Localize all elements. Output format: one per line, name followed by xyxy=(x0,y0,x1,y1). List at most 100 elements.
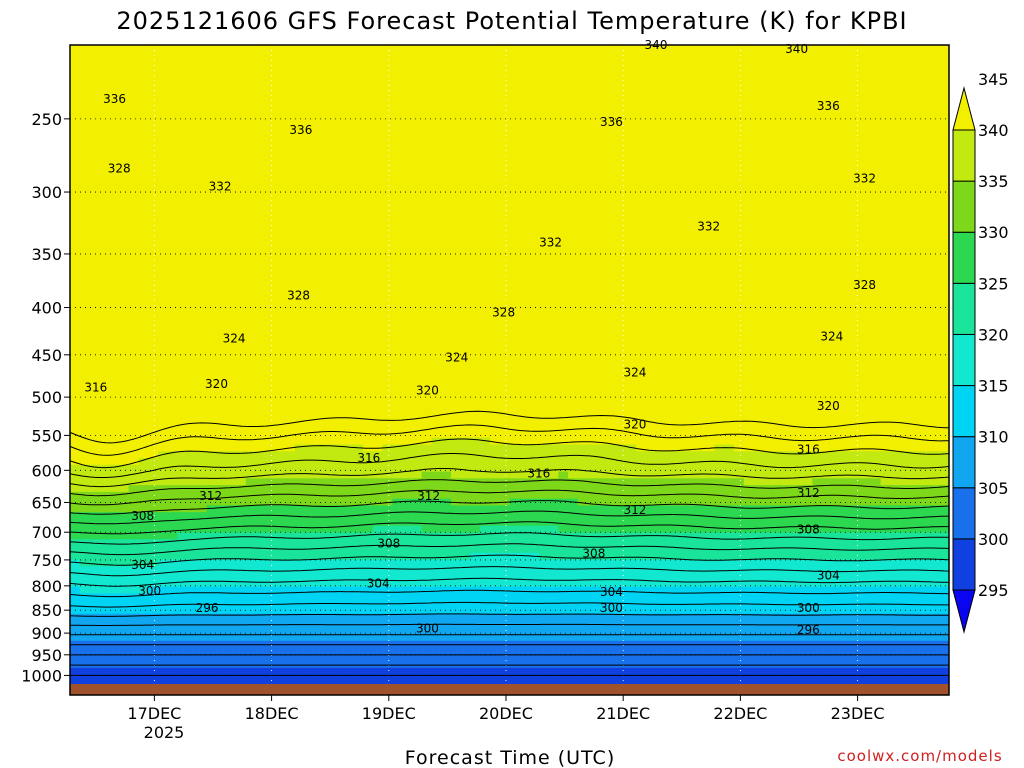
fill-cell xyxy=(529,315,540,324)
fill-cell xyxy=(558,370,569,378)
fill-cell xyxy=(548,92,559,100)
fill-cell xyxy=(636,329,647,337)
fill-cell xyxy=(509,85,520,93)
fill-cell xyxy=(939,221,949,229)
fill-cell xyxy=(118,187,130,195)
fill-cell xyxy=(118,119,130,127)
fill-cell xyxy=(157,309,169,317)
fill-cell xyxy=(675,248,686,256)
fill-cell xyxy=(333,207,345,215)
fill-cell xyxy=(704,268,716,276)
fill-cell xyxy=(157,207,169,215)
fill-cell xyxy=(372,363,384,371)
fill-cell xyxy=(275,342,286,351)
fill-cell xyxy=(294,261,305,270)
fill-cell xyxy=(226,193,237,202)
fill-cell xyxy=(187,166,198,175)
fill-cell xyxy=(626,336,638,344)
fill-cell xyxy=(656,329,667,337)
fill-cell xyxy=(392,58,403,66)
fill-cell xyxy=(695,302,706,310)
fill-cell xyxy=(675,207,686,215)
fill-cell xyxy=(529,207,540,215)
fill-cell xyxy=(402,45,413,53)
fill-cell xyxy=(939,85,949,93)
fill-cell xyxy=(70,166,81,175)
fill-cell xyxy=(538,72,550,80)
fill-cell xyxy=(616,315,628,324)
fill-cell xyxy=(695,214,706,222)
fill-cell xyxy=(421,99,432,107)
fill-cell xyxy=(665,187,677,195)
fill-cell xyxy=(353,241,364,249)
fill-cell xyxy=(734,227,745,236)
fill-cell xyxy=(109,58,120,66)
fill-cell xyxy=(343,119,354,127)
fill-cell xyxy=(196,146,208,154)
fill-cell xyxy=(782,329,794,337)
fill-cell xyxy=(109,146,120,154)
fill-cell xyxy=(714,336,725,344)
fill-cell xyxy=(216,153,227,161)
fill-cell xyxy=(636,403,647,412)
fill-cell xyxy=(177,65,188,73)
fill-cell xyxy=(314,403,325,412)
fill-cell xyxy=(929,248,940,256)
fill-cell xyxy=(489,78,501,87)
fill-cell xyxy=(216,322,227,330)
fill-cell xyxy=(558,329,569,337)
fill-cell xyxy=(177,410,188,418)
fill-cell xyxy=(167,105,179,114)
fill-cell xyxy=(939,78,949,87)
fill-cell xyxy=(734,173,745,182)
fill-cell xyxy=(685,309,696,317)
fill-cell xyxy=(636,383,647,391)
fill-cell xyxy=(226,85,237,93)
fill-cell xyxy=(470,126,481,134)
fill-cell xyxy=(636,45,647,53)
fill-cell xyxy=(665,336,677,344)
fill-cell xyxy=(607,51,618,60)
fill-cell xyxy=(118,126,130,134)
fill-cell xyxy=(831,85,843,93)
fill-cell xyxy=(499,403,511,412)
fill-cell xyxy=(70,410,81,418)
fill-cell xyxy=(900,403,911,412)
fill-cell xyxy=(773,397,784,405)
fill-cell xyxy=(460,397,472,405)
fill-cell xyxy=(665,254,677,263)
fill-cell xyxy=(421,207,432,215)
fill-cell xyxy=(616,65,628,73)
fill-cell xyxy=(802,139,813,148)
fill-cell xyxy=(138,234,149,242)
fill-cell xyxy=(773,234,784,242)
fill-cell xyxy=(802,302,813,310)
fill-cell xyxy=(226,65,237,73)
fill-cell xyxy=(441,248,452,256)
fill-cell xyxy=(665,180,677,188)
fill-cell xyxy=(909,397,921,405)
fill-cell xyxy=(421,92,432,100)
fill-cell xyxy=(411,261,423,270)
fill-cell xyxy=(900,295,911,303)
fill-cell xyxy=(685,322,696,330)
fill-cell xyxy=(255,248,266,256)
fill-cell xyxy=(177,214,188,222)
fill-cell xyxy=(616,133,628,141)
fill-cell xyxy=(704,288,716,297)
fill-cell xyxy=(333,376,345,385)
fill-cell xyxy=(128,214,139,222)
fill-cell xyxy=(304,65,315,73)
fill-cell xyxy=(196,370,208,378)
fill-cell xyxy=(402,193,413,202)
fill-cell xyxy=(714,139,725,148)
fill-cell xyxy=(177,376,188,385)
fill-cell xyxy=(870,288,882,297)
fill-cell xyxy=(665,288,677,297)
fill-cell xyxy=(226,119,237,127)
fill-cell xyxy=(851,275,862,283)
fill-cell xyxy=(607,336,618,344)
fill-cell xyxy=(577,180,589,188)
fill-cell xyxy=(480,65,491,73)
fill-cell xyxy=(343,85,354,93)
